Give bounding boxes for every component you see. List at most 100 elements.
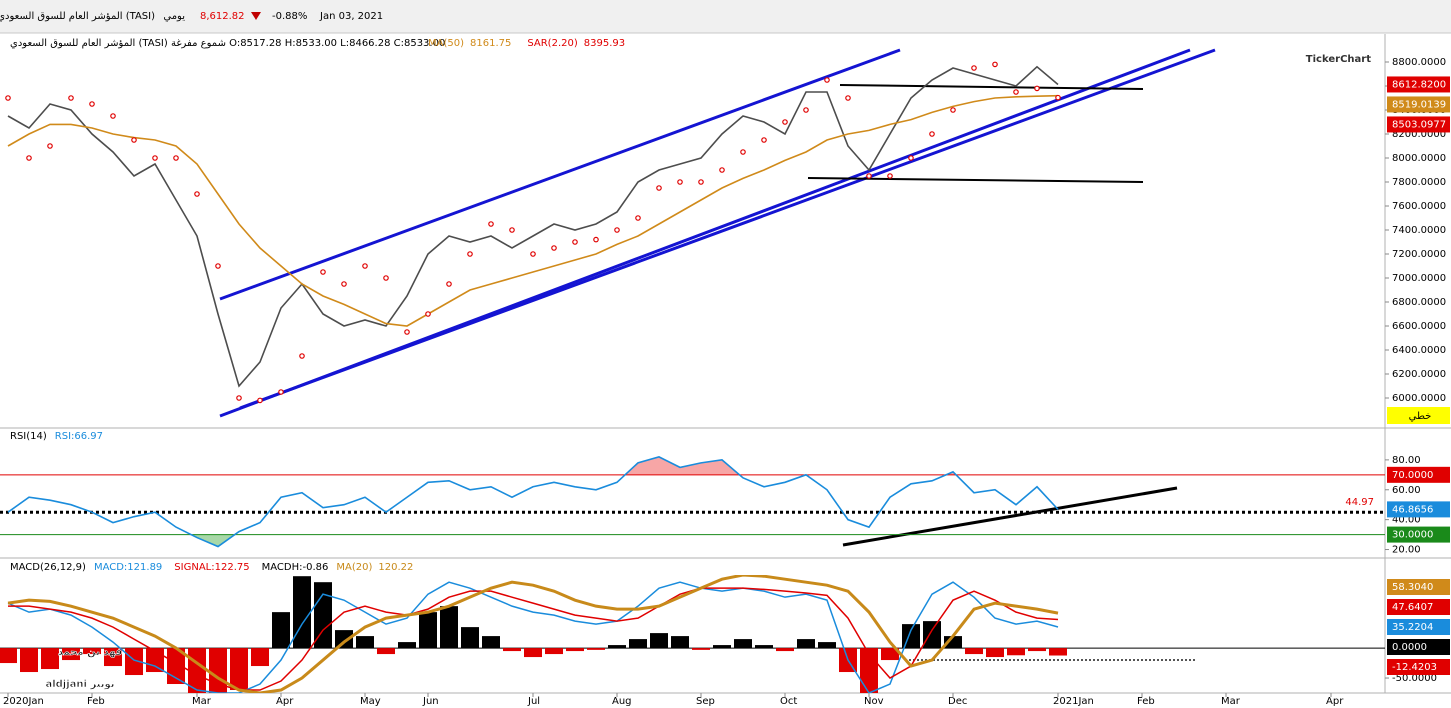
value-label: 8612.8200 <box>1392 79 1446 90</box>
y-tick-label: 8000.0000 <box>1392 153 1446 164</box>
histogram-bar <box>440 606 458 649</box>
level-label: 70.0000 <box>1392 470 1433 481</box>
style-box <box>1387 407 1450 424</box>
sar-dot <box>152 155 158 161</box>
period: يومي <box>163 11 185 22</box>
sar-dot <box>383 275 389 281</box>
histogram-bar <box>734 639 752 649</box>
value-label: 0.0000 <box>1392 642 1427 653</box>
sar-dot <box>698 179 704 185</box>
level-label: 30.0000 <box>1392 530 1433 541</box>
x-tick-label: Apr <box>1326 696 1344 707</box>
y-tick-label: 7200.0000 <box>1392 249 1446 260</box>
legend-name: RSI:66.97 <box>55 431 103 442</box>
sar-dot <box>257 397 263 404</box>
histogram-bar <box>650 633 668 649</box>
histogram-bar <box>398 642 416 649</box>
down-arrow <box>251 12 261 20</box>
level-fill <box>191 534 235 547</box>
sar-dot <box>131 137 137 143</box>
rsi-line <box>7 456 1059 548</box>
y-tick-label: 6600.0000 <box>1392 321 1446 332</box>
sar-dot <box>362 263 368 269</box>
sar-dot <box>194 191 200 197</box>
plot-area <box>5 61 1061 404</box>
sar-dot <box>467 251 473 257</box>
value-label: 58.3040 <box>1392 582 1433 593</box>
y-tick-label: 7600.0000 <box>1392 201 1446 212</box>
sar-dot <box>530 251 536 257</box>
x-tick-label: Oct <box>780 696 797 707</box>
resistance-line <box>839 84 1144 90</box>
value-label-box <box>1387 76 1450 93</box>
style-label: خطي <box>1409 411 1432 422</box>
histogram-bar <box>251 648 269 667</box>
y-tick-label: 6800.0000 <box>1392 297 1446 308</box>
sar-dot <box>320 269 326 275</box>
histogram-bar <box>0 648 17 664</box>
sar-dot <box>866 173 872 179</box>
sar-dot <box>740 149 746 155</box>
plot-area <box>0 456 1385 548</box>
sar-dot <box>425 311 431 317</box>
sar-dot <box>341 281 347 287</box>
histogram-bar <box>986 648 1004 658</box>
sar-dot <box>404 329 410 335</box>
sar-dot <box>782 119 788 125</box>
legend-name: SIGNAL:122.75 <box>174 562 249 573</box>
sar-dot <box>446 281 452 287</box>
series-line <box>7 94 1059 327</box>
y-tick-label: 7000.0000 <box>1392 273 1446 284</box>
sar-dot <box>845 95 851 101</box>
histogram-bar <box>692 648 710 650</box>
macd-line <box>7 575 1059 693</box>
histogram-bar <box>713 645 731 649</box>
sar-dot <box>635 215 641 221</box>
histogram-bar <box>608 645 626 649</box>
y-tick-label: -50.0000 <box>1392 673 1437 684</box>
value-label: 47.6407 <box>1392 602 1433 613</box>
sar-dot <box>971 65 977 71</box>
sar-dot <box>278 389 284 395</box>
y-tick-label: 80.00 <box>1392 455 1421 466</box>
sar-dot <box>236 395 242 401</box>
y-tick-label: 20.00 <box>1392 545 1421 556</box>
histogram-bar <box>923 621 941 649</box>
sar-dot <box>677 179 683 185</box>
y-tick-label: 6200.0000 <box>1392 369 1446 380</box>
histogram-bar <box>755 645 773 649</box>
y-tick-label: 7800.0000 <box>1392 177 1446 188</box>
legend-name: SAR(2.20) <box>527 38 577 49</box>
last-label-box <box>1387 501 1450 518</box>
support-line <box>807 177 1144 183</box>
legend-name: MACDH:-0.86 <box>262 562 329 573</box>
legend-value: 8161.75 <box>470 38 511 49</box>
header-bar <box>0 0 1451 33</box>
histogram-bar <box>776 648 794 652</box>
value-label: 8519.0139 <box>1392 99 1446 110</box>
histogram-bar <box>587 648 605 650</box>
x-tick-label: Sep <box>696 696 715 707</box>
sar-dot <box>887 173 893 179</box>
histogram-bar <box>881 648 899 661</box>
x-tick-label: Feb <box>87 696 105 707</box>
histogram-bar <box>629 639 647 649</box>
channel-line <box>219 48 901 301</box>
sar-dot <box>992 61 998 68</box>
sar-dot <box>509 227 515 233</box>
sar-dot <box>1055 94 1061 101</box>
sar-dot <box>47 143 53 149</box>
sar-dot <box>551 245 557 251</box>
x-tick-label: Jun <box>422 696 439 707</box>
histogram-bar <box>1028 648 1046 652</box>
histogram-bar <box>20 648 38 673</box>
histogram-bar <box>1007 648 1025 656</box>
value-label: -12.4203 <box>1392 662 1437 673</box>
value-label-box <box>1387 116 1450 133</box>
histogram-bar <box>41 648 59 670</box>
sar-dot <box>110 113 116 119</box>
sar-dot <box>761 137 767 143</box>
histogram-bar <box>461 627 479 649</box>
sar-dot <box>803 107 809 113</box>
